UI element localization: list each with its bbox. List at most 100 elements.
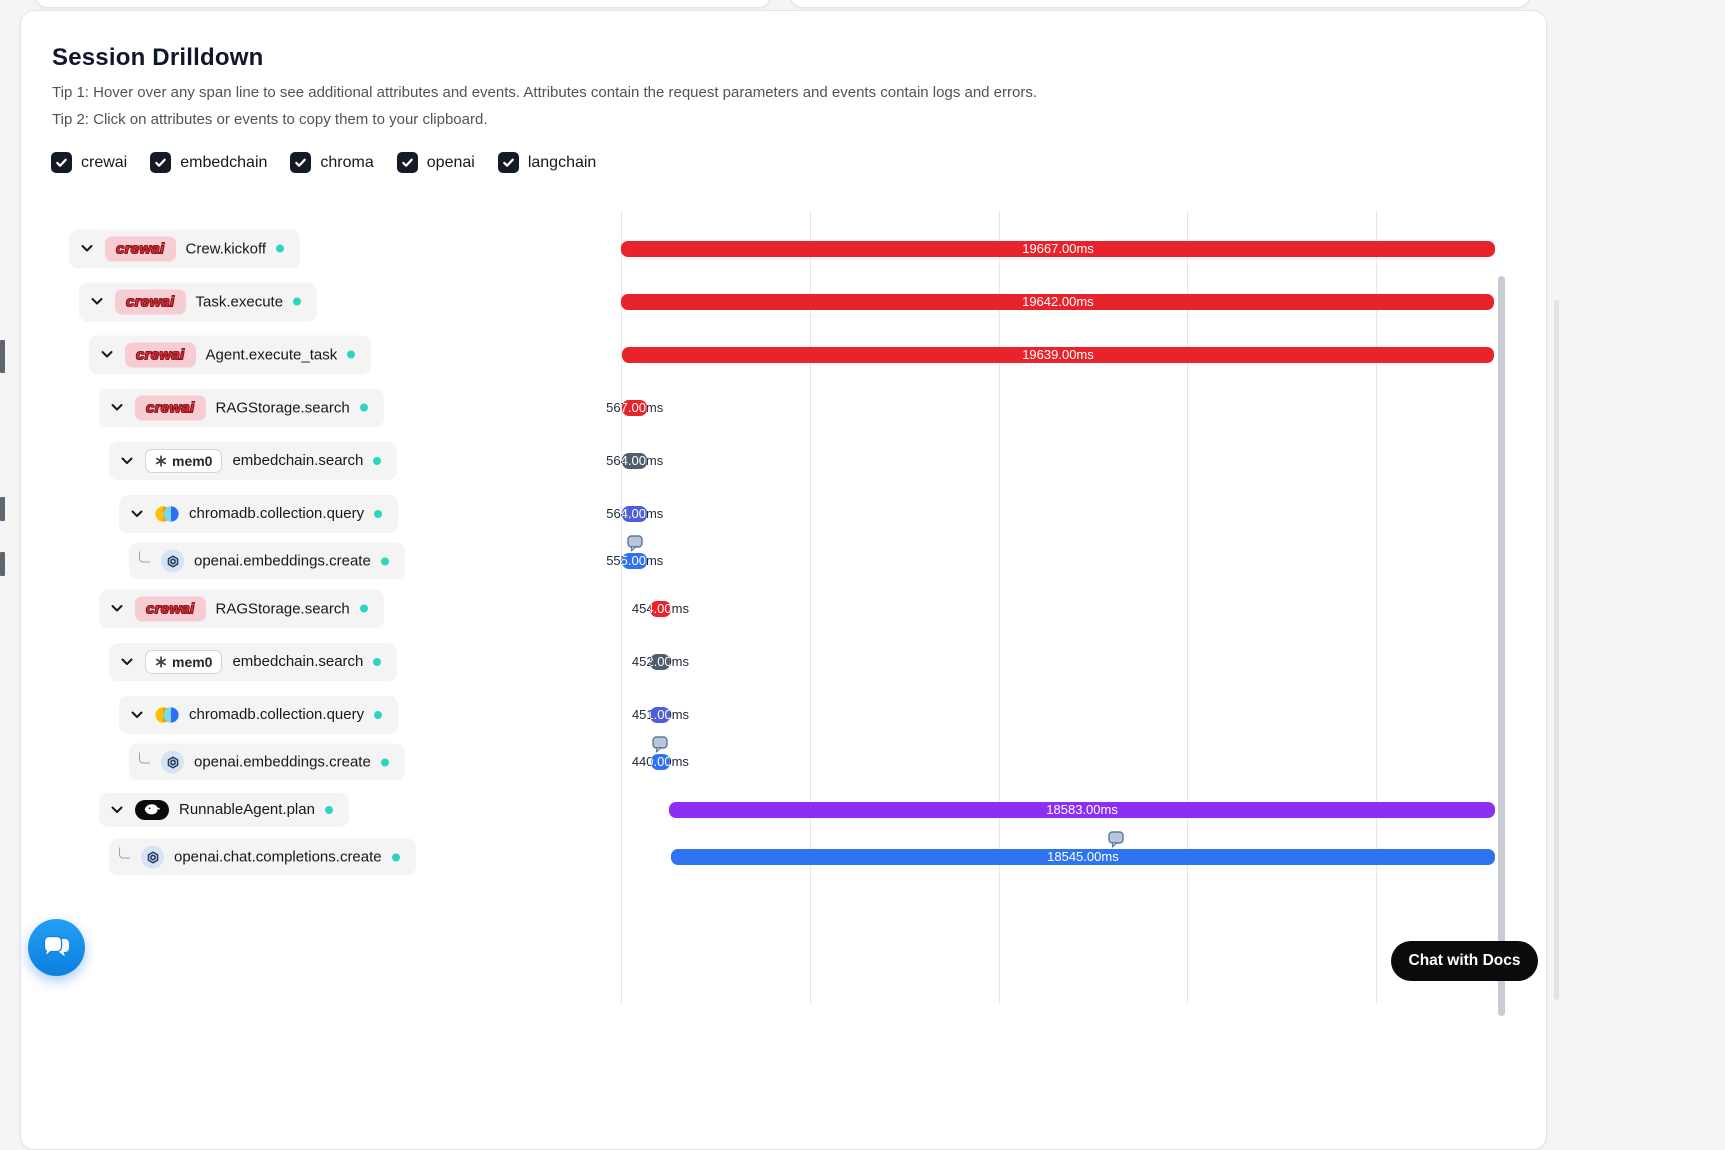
vendor-filter-chroma[interactable]: chroma [290,152,374,173]
span-name: RAGStorage.search [215,399,350,416]
gridline [998,211,1000,1004]
vendor-filter-langchain[interactable]: langchain [497,152,597,173]
checkbox-checked-icon[interactable] [51,152,72,173]
gridline [809,211,811,1004]
openai-logo-icon [161,750,184,774]
span-row: chromadb.collection.query564.00ms564.00m… [21,487,1546,540]
status-dot [359,604,368,613]
chevron-down-icon[interactable] [129,707,145,723]
crewai-logo-badge: crewai [135,596,206,621]
status-dot [324,805,333,814]
vendor-filter-openai[interactable]: openai [396,152,475,173]
tree-elbow-connector [119,847,130,859]
chevron-down-icon[interactable] [109,400,125,416]
crewai-logo-badge: crewai [125,342,196,367]
span-name: Agent.execute_task [205,346,338,363]
checkbox-checked-icon[interactable] [150,152,172,173]
span-duration-bar[interactable]: 19639.00ms [621,346,1495,363]
span-duration-bar[interactable]: 18545.00ms [670,849,1495,865]
span-duration-bar[interactable]: 454.00ms [650,600,671,617]
span-row: openai.embeddings.create555.00ms555.00ms [21,535,1546,582]
chevron-down-icon[interactable] [119,453,135,469]
span-duration-bar[interactable]: 564.00ms [622,452,648,469]
chroma-logo-icon [155,703,179,727]
vendor-filter-label: langchain [527,153,597,171]
span-duration-bar[interactable]: 555.00ms [622,553,648,569]
chevron-down-icon[interactable] [109,802,125,818]
crewai-logo-badge: crewai [115,289,186,314]
span-duration-bar[interactable]: 567.00ms [622,399,648,416]
page-title: Session Drilldown [52,44,264,71]
page-scrollbar[interactable] [1554,300,1559,1000]
span-label[interactable]: crewai RAGStorage.search [99,388,384,427]
span-row: openai.chat.completions.create 18545.00ms… [21,831,1546,878]
checkbox-checked-icon[interactable] [497,152,519,173]
chat-bubbles-icon [41,932,73,964]
span-duration-label-inner: 440.00ms [651,754,671,769]
span-name: Task.execute [195,293,284,310]
span-duration-bar[interactable]: 19667.00ms [621,240,1495,257]
span-label[interactable]: crewai Agent.execute_task [89,335,372,374]
span-label[interactable]: openai.embeddings.create [129,743,405,781]
span-label[interactable]: mem0 embedchain.search [109,441,398,480]
chat-with-docs-button[interactable]: Chat with Docs [1391,941,1538,981]
vendor-filter-label: crewai [81,153,128,171]
span-label[interactable]: crewai Crew.kickoff [69,229,301,268]
span-duration-bar[interactable]: 564.00ms [622,505,648,522]
span-label[interactable]: chromadb.collection.query [119,494,399,533]
session-drilldown-panel: Session Drilldown Tip 1: Hover over any … [20,10,1547,1150]
event-bubble-icon[interactable] [652,736,668,759]
status-dot [374,710,383,719]
event-bubble-icon[interactable] [1108,831,1124,854]
chevron-down-icon[interactable] [99,347,115,363]
vendor-filter-crewai[interactable]: crewai [51,152,127,173]
mem0-logo-badge: mem0 [145,649,223,674]
span-duration-bar[interactable]: 452.00ms [650,653,671,670]
span-label[interactable]: mem0 embedchain.search [109,642,398,681]
span-duration-bar[interactable]: 440.00ms [650,754,671,770]
event-bubble-icon[interactable] [627,535,643,558]
span-duration-label-inner: 18583.00ms [1046,801,1118,817]
chevron-down-icon[interactable] [129,506,145,522]
status-dot [391,853,400,861]
span-name: Crew.kickoff [185,240,267,257]
span-duration-label-inner: 564.00ms [622,505,647,521]
span-name: RunnableAgent.plan [179,801,315,818]
status-dot [373,456,382,465]
span-label[interactable]: openai.chat.completions.create [109,838,416,876]
span-name: openai.chat.completions.create [174,848,382,866]
vendor-filters: crewai embedchain chroma openai langchain [51,152,596,173]
vendor-filter-embedchain[interactable]: embedchain [150,152,267,173]
status-dot [347,350,356,359]
left-edge-artifact [0,552,5,576]
openai-logo-icon [141,845,164,869]
chart-scrollbar[interactable] [1498,276,1505,1016]
chat-widget-button[interactable] [28,919,85,976]
top-card-right [790,0,1530,8]
chevron-down-icon[interactable] [79,241,95,257]
span-duration-bar[interactable]: 18583.00ms [669,801,1495,818]
span-name: embedchain.search [232,653,364,670]
gridline [1376,211,1377,1004]
gridline [621,211,622,1004]
span-label[interactable]: chromadb.collection.query [119,695,399,734]
span-label[interactable]: crewai RAGStorage.search [99,589,384,628]
span-duration-bar[interactable]: 19642.00ms [621,293,1495,310]
tip-1: Tip 1: Hover over any span line to see a… [52,84,1038,101]
chevron-down-icon[interactable] [119,654,135,670]
span-label[interactable]: RunnableAgent.plan [99,792,349,827]
checkbox-checked-icon[interactable] [396,152,418,173]
span-row: openai.embeddings.create440.00ms440.00ms [21,736,1546,783]
chevron-down-icon[interactable] [89,294,105,310]
span-name: openai.embeddings.create [194,552,371,570]
checkbox-checked-icon[interactable] [290,152,312,173]
span-label[interactable]: crewai Task.execute [79,282,318,321]
status-dot [359,403,368,412]
span-name: chromadb.collection.query [189,706,365,723]
chevron-down-icon[interactable] [109,601,125,617]
span-label[interactable]: openai.embeddings.create [129,542,405,580]
span-duration-bar[interactable]: 451.00ms [650,706,671,723]
mem0-asterisk-icon [156,454,166,467]
